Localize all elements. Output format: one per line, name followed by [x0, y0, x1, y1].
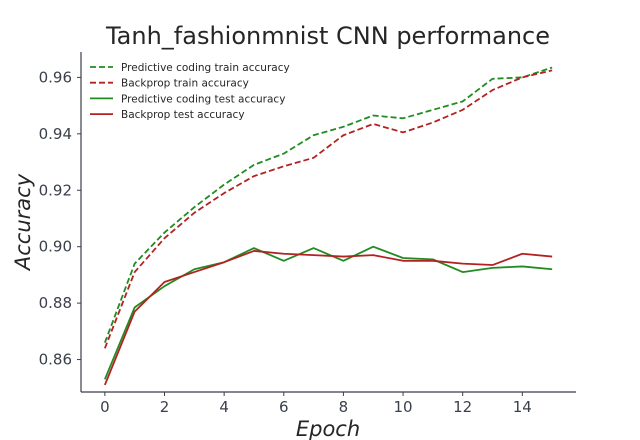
x-tick-label: 4: [219, 398, 229, 416]
legend-label: Predictive coding test accuracy: [121, 93, 285, 105]
x-tick-label: 6: [279, 398, 289, 416]
plot-lines: [104, 66, 553, 386]
x-tick-label: 0: [100, 398, 110, 416]
series-line-2: [104, 245, 553, 380]
y-tick-label: 0.94: [39, 125, 72, 143]
x-tick-label: 8: [339, 398, 349, 416]
x-axis-label: Epoch: [296, 417, 360, 440]
y-axis-ticks: 0.86 0.88 0.90 0.92 0.94 0.96: [39, 68, 81, 369]
legend: Predictive coding train accuracy Backprop…: [90, 62, 290, 121]
legend-label: Backprop test accuracy: [121, 109, 245, 121]
y-tick-label: 0.92: [39, 181, 72, 199]
chart-title: Tanh_fashionmnist CNN performance: [105, 22, 550, 50]
series-line-0: [104, 66, 553, 343]
y-tick-label: 0.88: [39, 294, 72, 312]
x-tick-label: 10: [394, 398, 413, 416]
x-tick-label: 2: [160, 398, 170, 416]
series-line-3: [104, 250, 553, 386]
legend-label: Backprop train accuracy: [121, 78, 249, 90]
y-axis-label: Accuracy: [11, 173, 35, 272]
x-tick-label: 12: [453, 398, 472, 416]
series-line-1: [104, 69, 553, 349]
y-tick-label: 0.86: [39, 351, 72, 369]
y-tick-label: 0.90: [39, 238, 72, 256]
x-axis-ticks: 0 2 4 6 8 10 12 14: [100, 392, 532, 416]
y-tick-label: 0.96: [39, 68, 72, 86]
legend-label: Predictive coding train accuracy: [121, 62, 290, 74]
x-tick-label: 14: [513, 398, 532, 416]
